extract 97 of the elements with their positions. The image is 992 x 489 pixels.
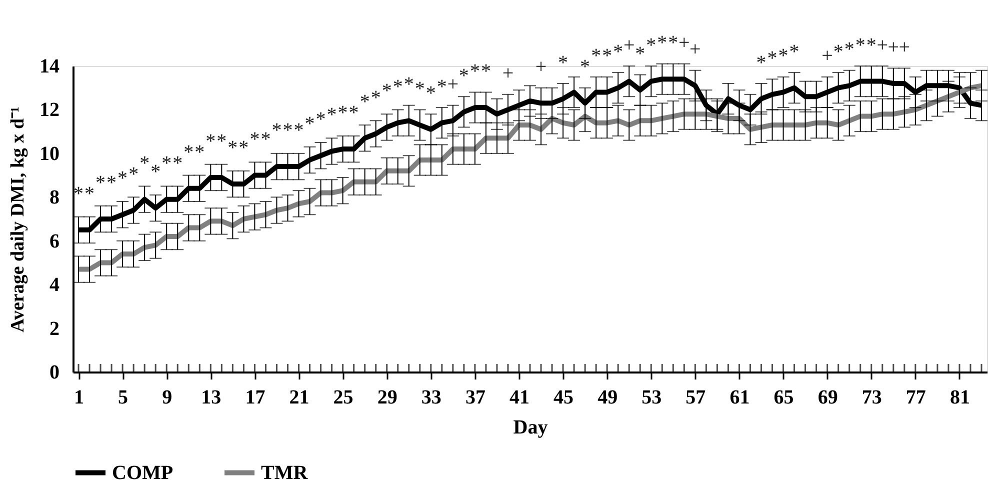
x-tick-label: 21 [289,386,310,408]
annotation: * [96,172,106,194]
annotation: * [282,120,293,142]
annotation: * [767,47,778,70]
annotation: + [535,56,547,78]
annotation: * [238,137,249,160]
annotation: * [326,104,337,126]
annotation: + [876,34,888,56]
annotation: * [106,172,117,194]
annotation: + [502,62,514,85]
x-tick-label: 9 [162,386,172,408]
annotation: * [118,168,128,190]
annotation: + [690,38,701,61]
annotation: * [646,34,656,56]
x-tick-label: 13 [201,386,222,408]
x-tick-label: 53 [642,386,662,408]
annotation: * [206,130,216,152]
y-tick-label: 12 [40,99,60,122]
annotation: * [668,32,678,54]
y-tick-label: 0 [50,362,60,384]
annotation: * [833,40,844,63]
annotation: * [184,141,194,164]
annotation: * [74,182,84,205]
annotation: * [150,161,161,184]
annotation: * [392,76,403,98]
x-tick-label: 61 [730,386,750,408]
x-tick-label: 77 [906,386,926,408]
x-tick-label: 25 [333,386,354,408]
annotation: * [338,102,348,124]
annotation: * [855,34,866,56]
annotation: * [360,91,370,114]
x-tick-label: 73 [862,386,882,408]
x-tick-label: 33 [421,386,442,408]
x-tick-label: 37 [465,386,486,408]
annotation: * [426,82,436,104]
annotation: * [778,45,788,68]
annotation: * [756,52,766,74]
legend-label: TMR [261,462,308,484]
annotation: * [789,40,800,63]
annotation: * [140,152,150,174]
x-tick-label: 29 [377,386,398,408]
annotation: * [657,32,668,54]
y-axis-title: Average daily DMI, kg x d⁻¹ [8,106,28,332]
annotation: * [602,45,612,68]
x-tick-label: 5 [118,386,128,408]
annotation: + [447,74,459,96]
annotation: * [613,40,624,63]
y-tick-label: 10 [40,142,60,165]
annotation: * [436,76,447,98]
annotation: * [172,152,183,174]
annotation: + [822,45,833,68]
x-tick-label: 81 [950,386,970,408]
annotation: * [294,120,304,142]
y-tick-label: 8 [50,186,60,209]
annotation: + [623,34,635,56]
annotation: * [591,45,602,68]
x-tick-label: 1 [74,386,84,408]
annotation: * [370,86,381,109]
annotation: * [260,128,271,150]
legend-label: COMP [112,462,174,484]
annotation: * [844,38,854,61]
x-tick-label: 57 [686,386,706,408]
annotation: * [348,102,359,124]
annotation: * [480,60,491,83]
annotation: * [382,80,392,102]
annotation: * [304,112,315,135]
x-tick-label: 17 [245,386,266,408]
annotation: * [470,60,480,83]
annotation: * [84,182,95,205]
annotation: * [128,163,139,186]
annotation: * [250,128,260,150]
annotation: * [216,130,227,152]
annotation: * [272,120,282,142]
annotation: * [316,108,326,131]
x-tick-label: 45 [554,386,574,408]
y-tick-label: 2 [50,318,60,340]
annotation: * [162,152,172,174]
annotation: * [194,141,205,164]
y-tick-label: 4 [50,274,60,296]
x-tick-label: 69 [818,386,838,408]
x-axis-title: Day [513,416,548,438]
annotation: + [888,36,900,58]
annotation: * [404,74,414,96]
annotation: * [580,56,590,78]
annotation: * [228,137,238,160]
y-tick-label: 14 [40,56,60,78]
annotation: * [558,52,568,74]
annotation: * [866,34,876,56]
x-tick-label: 65 [774,386,794,408]
x-tick-label: 49 [598,386,618,408]
annotation: * [458,64,469,87]
annotation: + [898,36,910,58]
y-tick-label: 6 [50,230,60,252]
x-tick-label: 41 [509,386,530,408]
annotation: * [635,43,646,66]
annotation: * [414,78,425,100]
annotation: + [678,32,690,54]
